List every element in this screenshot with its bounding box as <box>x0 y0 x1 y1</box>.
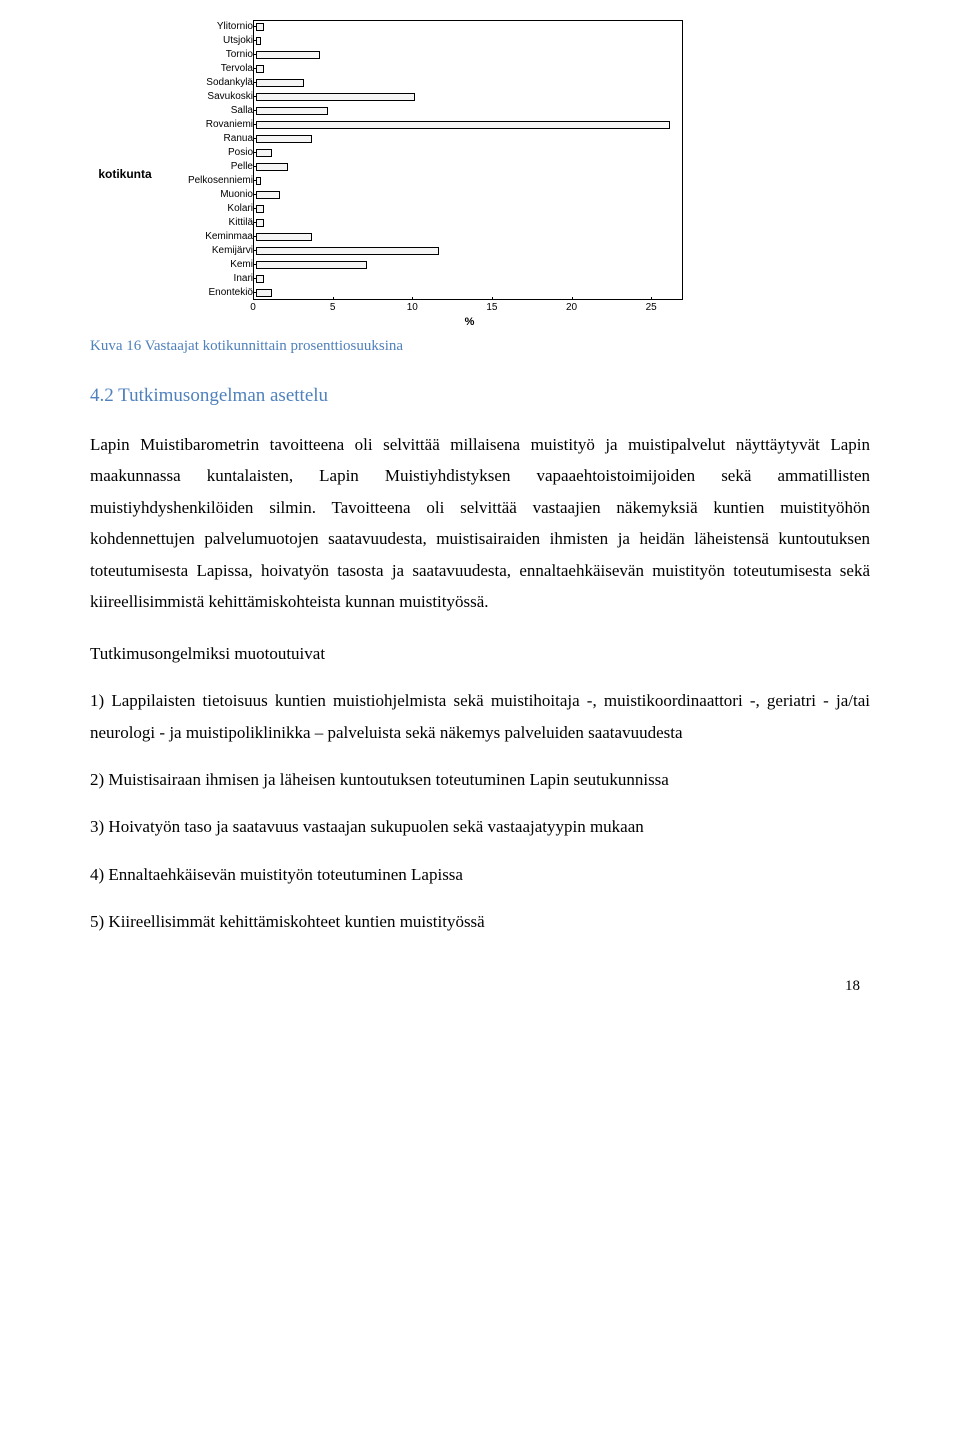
bar-row: Enontekiö <box>168 286 686 300</box>
bar <box>256 65 264 73</box>
bar <box>256 247 439 255</box>
bar <box>256 177 261 185</box>
paragraph-1: Lapin Muistibarometrin tavoitteena oli s… <box>90 429 870 618</box>
category-label: Ranua <box>168 134 256 144</box>
bar-row: Tervola <box>168 62 686 76</box>
bar <box>256 275 264 283</box>
category-label: Pelle <box>168 162 256 172</box>
bar <box>256 135 312 143</box>
category-label: Ylitornio <box>168 22 256 32</box>
bar-row: Rovaniemi <box>168 118 686 132</box>
figure-caption: Kuva 16 Vastaajat kotikunnittain prosent… <box>90 338 870 355</box>
bar <box>256 23 264 31</box>
category-label: Kittilä <box>168 218 256 228</box>
bar-row: Ylitornio <box>168 20 686 34</box>
list-item-3: 3) Hoivatyön taso ja saatavuus vastaajan… <box>90 811 870 842</box>
category-label: Inari <box>168 274 256 284</box>
category-label: Tornio <box>168 50 256 60</box>
bar-chart: Ylitornio Utsjoki Tornio Tervola Sodankylä Sa… <box>168 20 686 328</box>
bar <box>256 93 415 101</box>
category-label: Salla <box>168 106 256 116</box>
category-label: Utsjoki <box>168 36 256 46</box>
category-label: Posio <box>168 148 256 158</box>
x-tick-label: 0 <box>250 302 256 313</box>
category-label: Sodankylä <box>168 78 256 88</box>
category-label: Kemijärvi <box>168 246 256 256</box>
x-axis: 0 5 10 15 20 25 <box>253 300 683 314</box>
bar <box>256 163 288 171</box>
list-item-4: 4) Ennaltaehkäisevän muistityön toteutum… <box>90 859 870 890</box>
category-label: Savukoski <box>168 92 256 102</box>
bar-row: Salla <box>168 104 686 118</box>
x-axis-title: % <box>253 316 686 328</box>
bar-row: Kemijärvi <box>168 244 686 258</box>
category-label: Enontekiö <box>168 288 256 298</box>
bar-row: Kittilä <box>168 216 686 230</box>
bar-row: Pelkosenniemi <box>168 174 686 188</box>
x-tick-label: 15 <box>486 302 497 313</box>
bar <box>256 191 280 199</box>
x-tick-label: 20 <box>566 302 577 313</box>
bar <box>256 107 328 115</box>
bar-row: Kolari <box>168 202 686 216</box>
bar-row: Kemi <box>168 258 686 272</box>
bar <box>256 121 670 129</box>
page-number: 18 <box>90 978 870 995</box>
bar <box>256 233 312 241</box>
list-item-1: 1) Lappilaisten tietoisuus kuntien muist… <box>90 685 870 748</box>
x-tick-label: 25 <box>646 302 657 313</box>
bar-row: Pelle <box>168 160 686 174</box>
chart-area: kotikunta Ylitornio Utsjoki Tornio Tervola S… <box>90 20 870 328</box>
bar <box>256 149 272 157</box>
y-axis-title: kotikunta <box>90 167 160 181</box>
list-item-5: 5) Kiireellisimmät kehittämiskohteet kun… <box>90 906 870 937</box>
category-label: Rovaniemi <box>168 120 256 130</box>
section-heading: 4.2 Tutkimusongelman asettelu <box>90 385 870 407</box>
bar <box>256 205 264 213</box>
bar-row: Sodankylä <box>168 76 686 90</box>
bar <box>256 261 367 269</box>
page: kotikunta Ylitornio Utsjoki Tornio Tervola S… <box>0 0 960 1035</box>
category-label: Keminmaa <box>168 232 256 242</box>
list-item-2: 2) Muistisairaan ihmisen ja läheisen kun… <box>90 764 870 795</box>
category-label: Kemi <box>168 260 256 270</box>
bar-row: Tornio <box>168 48 686 62</box>
bar <box>256 219 264 227</box>
paragraph-2: Tutkimusongelmiksi muotoutuivat <box>90 638 870 669</box>
bar <box>256 37 261 45</box>
bar <box>256 51 320 59</box>
category-label: Kolari <box>168 204 256 214</box>
bar-row: Inari <box>168 272 686 286</box>
bar-row: Keminmaa <box>168 230 686 244</box>
category-label: Pelkosenniemi <box>168 176 256 186</box>
bar-row: Savukoski <box>168 90 686 104</box>
bar-row: Muonio <box>168 188 686 202</box>
x-tick-label: 5 <box>330 302 336 313</box>
bar <box>256 79 304 87</box>
bar-row: Posio <box>168 146 686 160</box>
bar-row: Ranua <box>168 132 686 146</box>
bar-row: Utsjoki <box>168 34 686 48</box>
bar <box>256 289 272 297</box>
category-label: Muonio <box>168 190 256 200</box>
category-label: Tervola <box>168 64 256 74</box>
x-tick-label: 10 <box>407 302 418 313</box>
